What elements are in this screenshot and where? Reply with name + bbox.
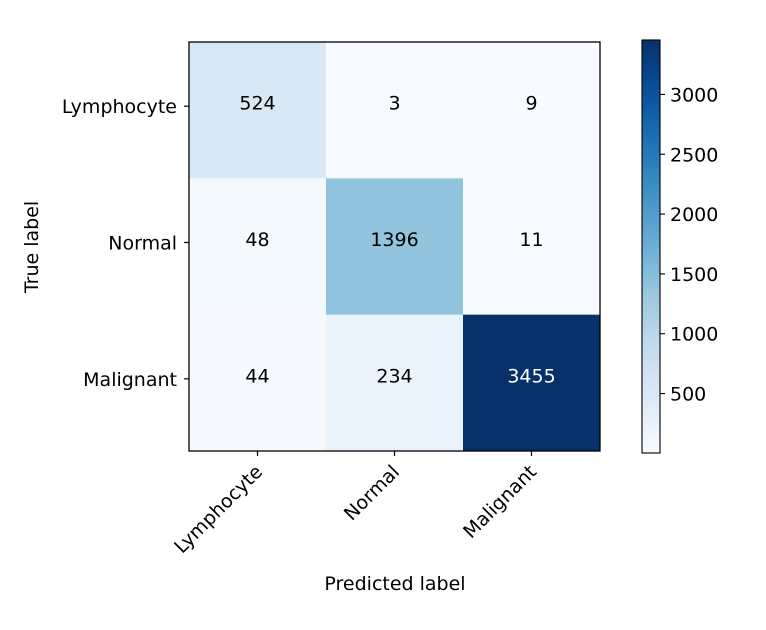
matrix-cell-2-2 — [463, 314, 601, 452]
y-tick-label-2: Malignant — [83, 369, 177, 391]
matrix-value-2-0: 44 — [245, 365, 269, 387]
matrix-cell-0-2 — [463, 42, 601, 179]
colorbar-tick-label-1: 1000 — [670, 324, 718, 346]
matrix-value-0-2: 9 — [525, 93, 537, 115]
matrix-value-0-1: 3 — [388, 93, 400, 115]
y-axis-label: True label — [21, 201, 43, 294]
colorbar-tick-label-4: 2500 — [670, 144, 718, 166]
y-tick-label-1: Normal — [108, 232, 177, 254]
matrix-cell-1-0 — [189, 178, 327, 316]
x-axis-label: Predicted label — [324, 573, 465, 595]
matrix-cell-2-1 — [326, 314, 464, 452]
x-tick-label-1: Normal — [340, 461, 404, 525]
x-axis-ticks: Lymphocyte Normal Malignant — [170, 450, 541, 558]
matrix-cell-1-2 — [463, 178, 601, 316]
x-tick-label-2: Malignant — [459, 461, 541, 543]
matrix-cell-0-0 — [189, 42, 327, 179]
y-axis-ticks: Lymphocyte Normal Malignant — [62, 96, 189, 391]
colorbar-tick-label-5: 3000 — [670, 84, 718, 106]
matrix-cell-1-1 — [326, 178, 464, 316]
matrix-value-1-1: 1396 — [370, 229, 418, 251]
matrix-value-1-2: 11 — [519, 229, 543, 251]
matrix: 524 3 9 48 1396 11 44 234 3455 — [189, 42, 601, 452]
colorbar-tick-label-3: 2000 — [670, 204, 718, 226]
matrix-value-2-1: 234 — [376, 365, 412, 387]
colorbar-tick-label-0: 500 — [670, 384, 706, 406]
matrix-cell-0-1 — [326, 42, 464, 179]
y-tick-label-0: Lymphocyte — [62, 96, 177, 118]
x-tick-label-0: Lymphocyte — [170, 461, 267, 558]
colorbar-tick-label-2: 1500 — [670, 264, 718, 286]
matrix-value-0-0: 524 — [239, 93, 275, 115]
colorbar — [641, 39, 661, 454]
matrix-cell-2-0 — [189, 314, 327, 452]
matrix-value-1-0: 48 — [245, 229, 269, 251]
colorbar-ticks: 500 1000 1500 2000 2500 3000 — [660, 84, 718, 406]
matrix-value-2-2: 3455 — [507, 365, 555, 387]
